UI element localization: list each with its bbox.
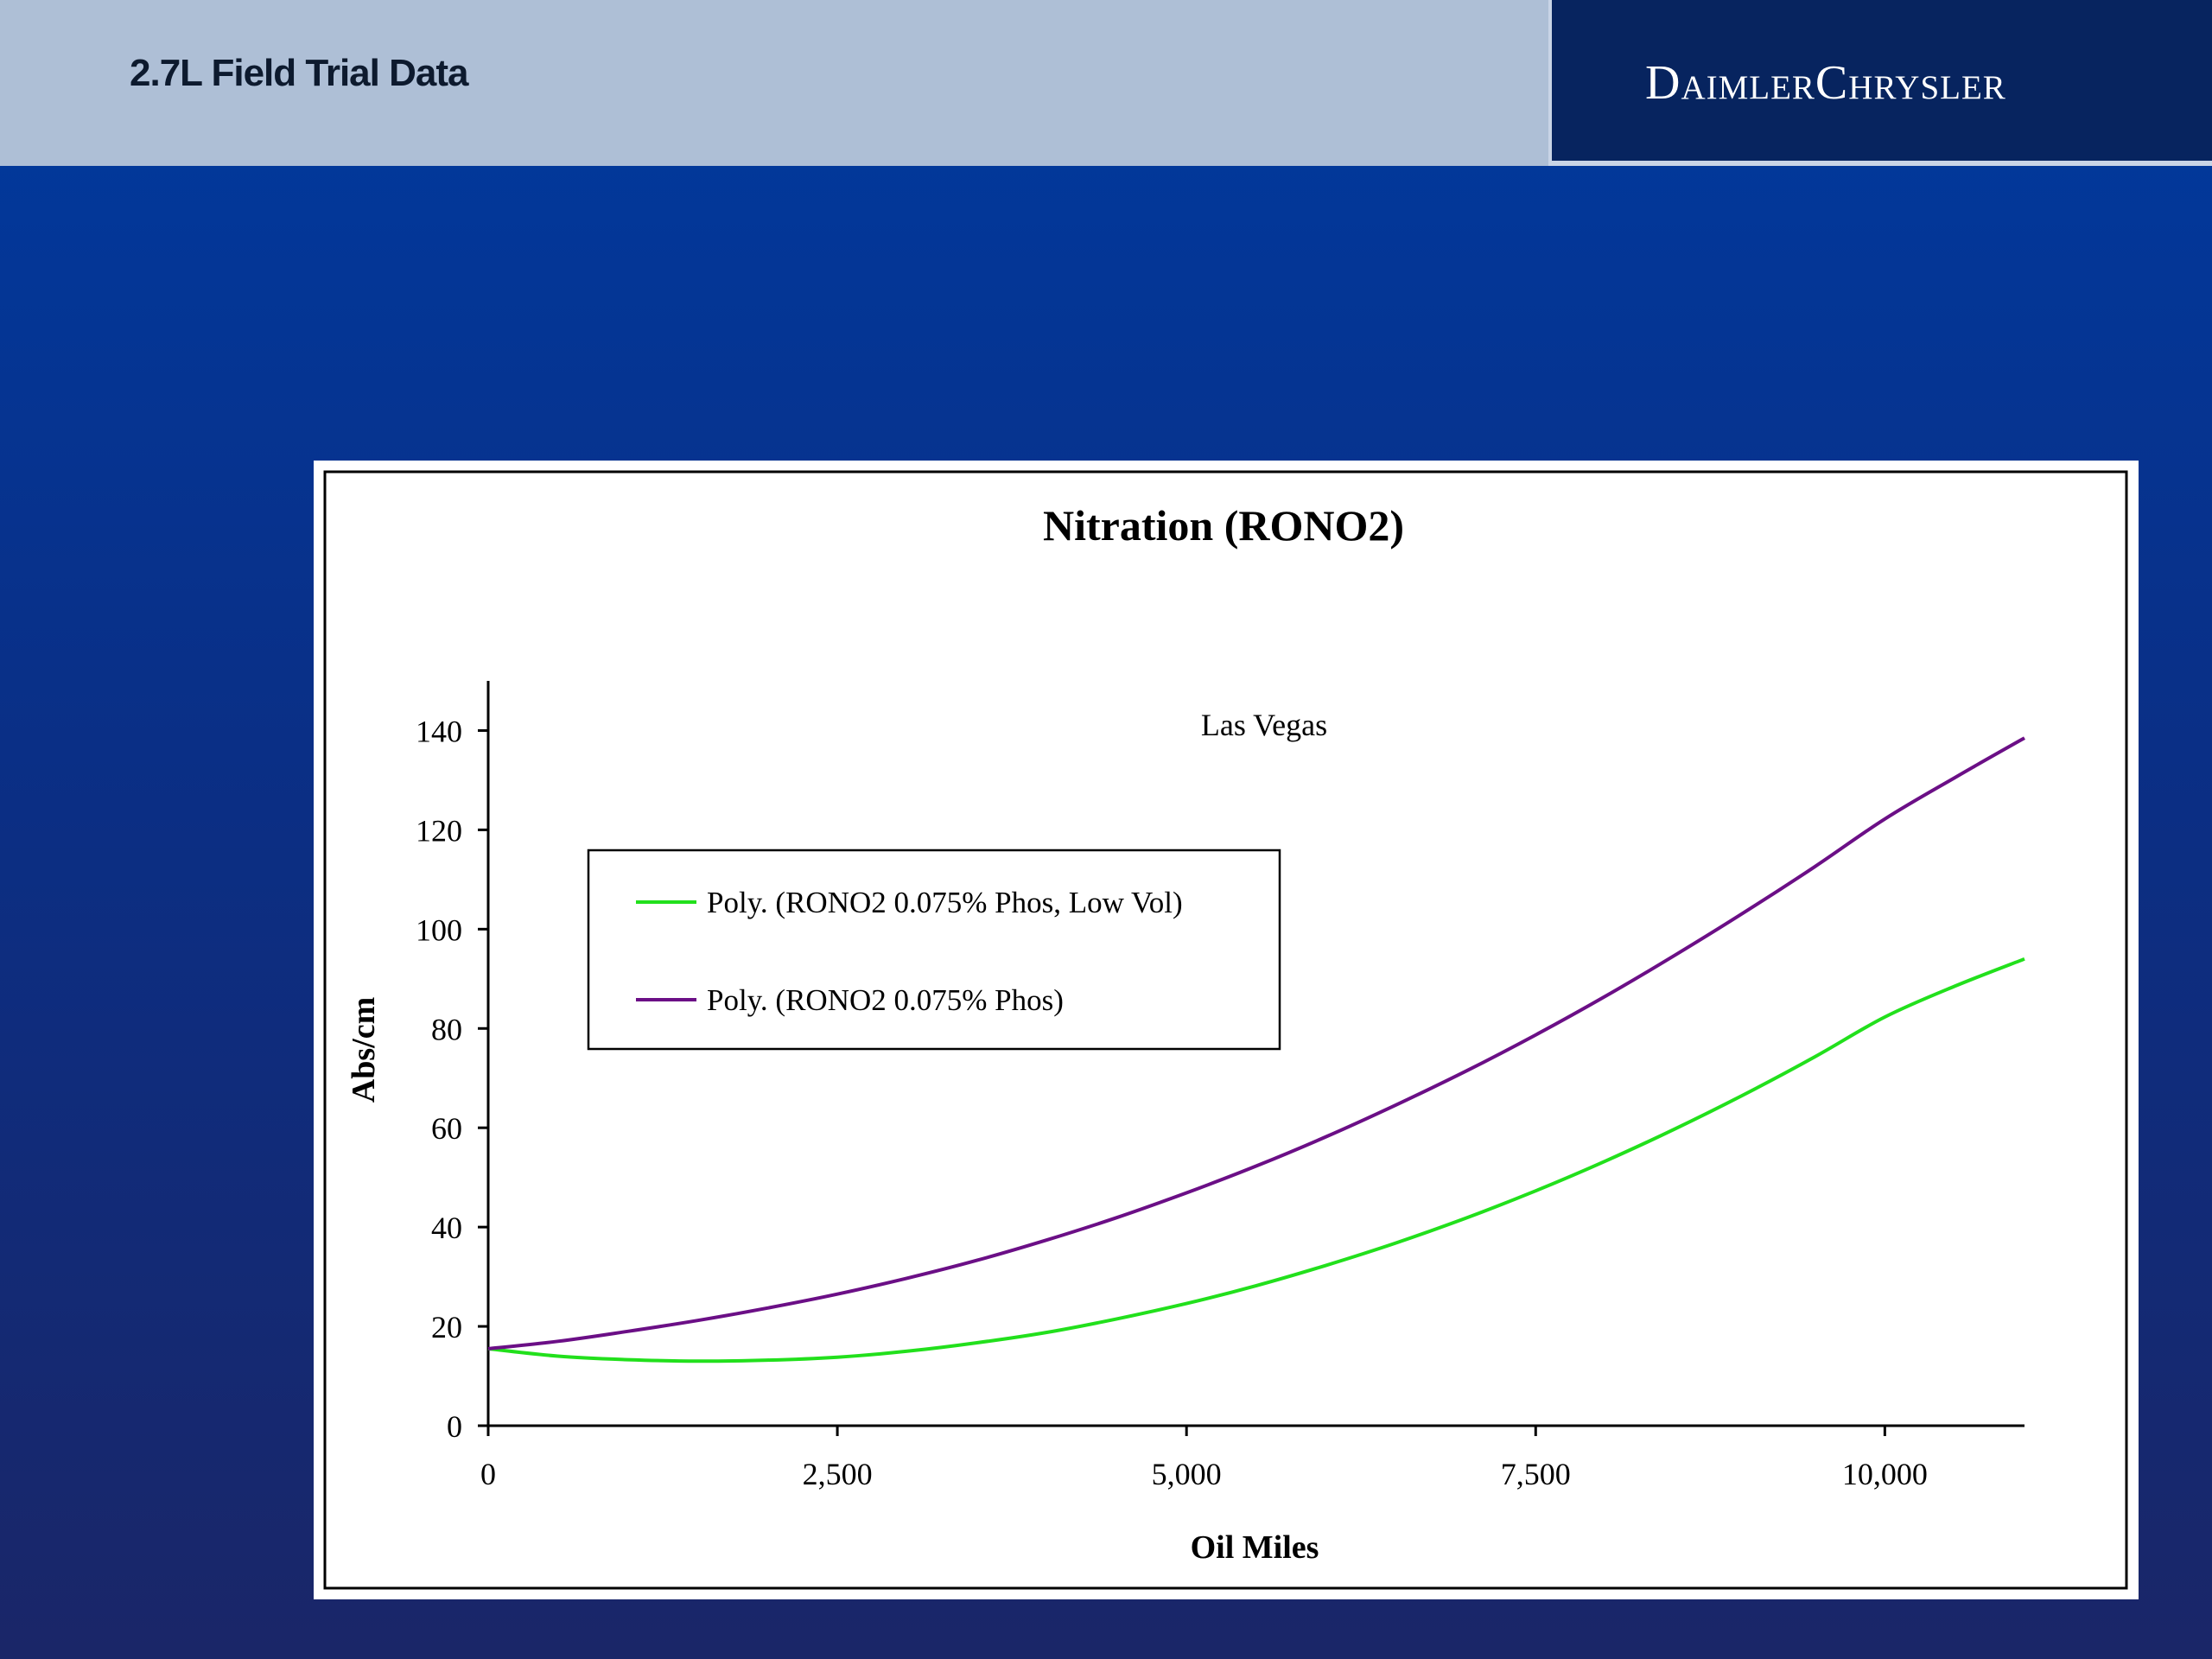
axes [486, 681, 2024, 1427]
brand-logo: DaimlerChrysler [1645, 56, 2006, 110]
chart-panel: Nitration (RONO2) Las Vegas 0 20 40 60 80 100… [314, 461, 2139, 1599]
series-line-green [487, 957, 2025, 1363]
y-tick-label: 140 [416, 714, 462, 748]
chart-border [323, 470, 2128, 1590]
y-tick-label: 0 [447, 1409, 462, 1444]
legend-label-green: Poly. (RONO2 0.075% Phos, Low Vol) [707, 886, 1183, 919]
y-tick-label: 60 [431, 1111, 462, 1146]
x-tick-label: 7,500 [1501, 1457, 1571, 1491]
header-divider [1548, 0, 1552, 166]
header-bar: 2.7L Field Trial Data [0, 0, 1548, 166]
chart-title: Nitration (RONO2) [1043, 501, 1404, 550]
chart: Nitration (RONO2) Las Vegas 0 20 40 60 80 100… [323, 470, 2128, 1590]
y-ticks: 0 20 40 60 80 100 120 140 [416, 714, 488, 1444]
y-tick-label: 120 [416, 813, 462, 848]
y-tick-label: 20 [431, 1310, 462, 1344]
x-tick-label: 5,000 [1152, 1457, 1222, 1491]
series-lines [487, 736, 2025, 1363]
slide-title: 2.7L Field Trial Data [130, 52, 468, 94]
x-axis-label: Oil Miles [1191, 1529, 1319, 1566]
legend: Poly. (RONO2 0.075% Phos, Low Vol) Poly.… [587, 849, 1281, 1051]
series-line-purple [487, 736, 2025, 1351]
x-tick-label: 0 [480, 1457, 496, 1491]
y-tick-label: 80 [431, 1012, 462, 1046]
x-tick-label: 2,500 [803, 1457, 873, 1491]
header-rule [1552, 161, 2212, 166]
legend-box [587, 849, 1281, 1051]
y-tick-label: 40 [431, 1211, 462, 1245]
chart-subtitle: Las Vegas [1201, 708, 1327, 742]
y-tick-label: 100 [416, 912, 462, 947]
x-ticks: 0 2,500 5,000 7,500 10,000 [480, 1426, 1928, 1491]
brand-bar [1552, 0, 2212, 161]
x-tick-label: 10,000 [1842, 1457, 1928, 1491]
legend-label-purple: Poly. (RONO2 0.075% Phos) [707, 983, 1064, 1017]
y-axis-label: Abs/cm [346, 997, 382, 1103]
